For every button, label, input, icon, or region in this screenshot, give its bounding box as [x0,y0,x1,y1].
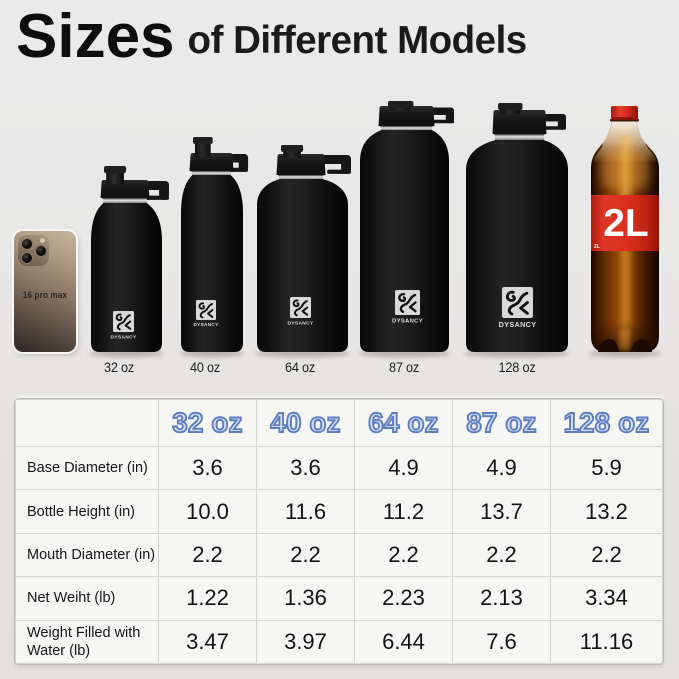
svg-text:2L: 2L [603,202,649,245]
svg-text:DYSANCY: DYSANCY [499,320,537,329]
svg-text:DYSANCY: DYSANCY [110,334,136,340]
svg-text:DYSANCY: DYSANCY [193,322,219,327]
svg-text:DYSANCY: DYSANCY [287,320,313,326]
svg-text:DYSANCY: DYSANCY [392,318,423,324]
svg-text:2L: 2L [594,244,600,250]
